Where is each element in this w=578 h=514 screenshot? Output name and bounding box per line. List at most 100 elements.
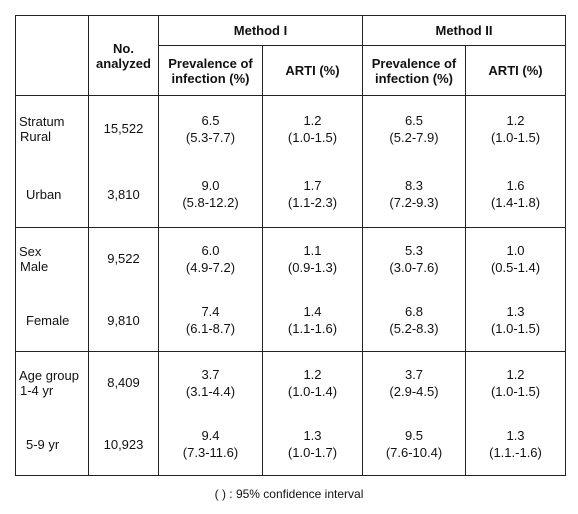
row-label-cell: Stratum Rural — [15, 95, 89, 162]
confidence-interval: (5.2-8.3) — [389, 321, 439, 337]
confidence-interval: (5.3-7.7) — [185, 129, 236, 145]
value-cell: 3.7 (3.1-4.4) — [158, 351, 263, 414]
row-label-cell: 5-9 yr — [15, 413, 89, 476]
value-cell: 5.3 (3.0-7.6) — [362, 227, 466, 290]
confidence-interval: (1.0-1.5) — [287, 129, 338, 145]
value-cell: 6.5 (5.2-7.9) — [362, 95, 466, 162]
estimate: 7.4 — [201, 304, 220, 320]
row-label-cell: Urban — [15, 161, 89, 228]
confidence-interval: (7.2-9.3) — [389, 195, 439, 211]
column-header: ARTI (%) — [262, 45, 363, 96]
row-label-cell: Age group 1-4 yr — [15, 351, 89, 414]
row-label: Urban — [26, 186, 62, 202]
estimate: 6.5 — [201, 112, 220, 128]
confidence-interval: (1.0-1.5) — [490, 129, 541, 145]
confidence-interval: (1.1-2.3) — [287, 195, 338, 211]
corner-cell — [15, 15, 89, 96]
estimate: 1.6 — [506, 178, 525, 194]
value-cell: 6.0 (4.9-7.2) — [158, 227, 263, 290]
table-wrap: No. analyzed Method I Method II Prevalence … — [15, 15, 567, 476]
value-cell: 7.4 (6.1-8.7) — [158, 289, 263, 352]
column-header: Prevalence of infection (%) — [158, 45, 263, 96]
row-group: Stratum Rural 15,522 6.5 (5.3-7.7) 1.2 (1.0-1.… — [15, 95, 566, 228]
confidence-interval: (1.0-1.7) — [287, 445, 338, 461]
estimate: 1.0 — [506, 242, 525, 258]
estimate: 1.2 — [303, 366, 322, 382]
estimate: 3.7 — [404, 366, 424, 382]
confidence-interval: (6.1-8.7) — [185, 321, 236, 337]
data-row: Stratum Rural 15,522 6.5 (5.3-7.7) 1.2 (1.0-1.… — [15, 95, 566, 162]
table: No. analyzed Method I Method II Prevalence … — [15, 15, 567, 476]
confidence-interval: (3.1-4.4) — [185, 383, 236, 399]
method-header: Method I — [158, 15, 363, 46]
value-cell: 1.2 (1.0-1.4) — [262, 351, 363, 414]
confidence-interval: (0.5-1.4) — [490, 259, 541, 275]
data-row: Urban 3,810 9.0 (5.8-12.2) 1.7 (1.1-2.3) 8.3 (7… — [15, 161, 566, 228]
n-cell: 10,923 — [88, 413, 159, 476]
value-cell: 9.0 (5.8-12.2) — [158, 161, 263, 228]
estimate: 9.4 — [201, 428, 220, 444]
method-header: Method II — [361, 15, 566, 46]
estimate: 1.2 — [506, 366, 525, 382]
confidence-interval: (7.6-10.4) — [385, 445, 443, 461]
n-cell: 9,810 — [88, 289, 159, 352]
row-label: 5-9 yr — [26, 436, 60, 452]
confidence-interval: (1.4-1.8) — [490, 195, 541, 211]
row-label-cell: Sex Male — [15, 227, 89, 290]
row-label: Male — [20, 258, 49, 274]
estimate: 6.0 — [201, 242, 220, 258]
value-cell: 1.4 (1.1-1.6) — [262, 289, 363, 352]
value-cell: 1.1 (0.9-1.3) — [262, 227, 363, 290]
estimate: 1.2 — [303, 112, 322, 128]
confidence-interval: (1.1.-1.6) — [489, 445, 542, 461]
estimate: 9.5 — [404, 428, 424, 444]
row-label: 1-4 yr — [20, 382, 54, 398]
header-row: No. analyzed Method I Method II — [15, 15, 566, 96]
value-cell: 6.8 (5.2-8.3) — [362, 289, 466, 352]
estimate: 1.4 — [303, 304, 322, 320]
confidence-interval: (0.9-1.3) — [287, 259, 338, 275]
value-cell: 1.3 (1.0-1.5) — [464, 289, 566, 352]
column-header: ARTI (%) — [464, 45, 566, 96]
confidence-interval: (5.2-7.9) — [389, 129, 439, 145]
column-header: No. analyzed — [88, 15, 159, 96]
confidence-interval: (1.0-1.4) — [287, 383, 338, 399]
confidence-interval: (1.0-1.5) — [490, 383, 541, 399]
estimate: 1.3 — [506, 304, 525, 320]
value-cell: 1.0 (0.5-1.4) — [464, 227, 566, 290]
n-cell: 8,409 — [88, 351, 159, 414]
footnote: ( ) : 95% confidence interval — [214, 487, 364, 501]
estimate: 9.0 — [201, 178, 220, 194]
group-label: Age group — [19, 367, 79, 383]
confidence-interval: (1.1-1.6) — [287, 321, 338, 337]
row-label: Rural — [20, 128, 52, 144]
value-cell: 1.2 (1.0-1.5) — [464, 351, 566, 414]
value-cell: 1.2 (1.0-1.5) — [464, 95, 566, 162]
row-label: Female — [26, 312, 70, 328]
column-header: Prevalence of infection (%) — [362, 45, 466, 96]
data-row: Female 9,810 7.4 (6.1-8.7) 1.4 (1.1-1.6) 6.8 (5… — [15, 289, 566, 352]
value-cell: 1.2 (1.0-1.5) — [262, 95, 363, 162]
confidence-interval: (3.0-7.6) — [389, 259, 439, 275]
estimate: 1.3 — [303, 428, 322, 444]
value-cell: 1.3 (1.0-1.7) — [262, 413, 363, 476]
value-cell: 1.3 (1.1.-1.6) — [464, 413, 566, 476]
value-cell: 3.7 (2.9-4.5) — [362, 351, 466, 414]
row-group: Age group 1-4 yr 8,409 3.7 (3.1-4.4) 1.2 (1.0-… — [15, 351, 566, 476]
value-cell: 9.4 (7.3-11.6) — [158, 413, 263, 476]
confidence-interval: (2.9-4.5) — [389, 383, 439, 399]
estimate: 1.2 — [506, 112, 525, 128]
estimate: 1.1 — [303, 242, 322, 258]
n-cell: 3,810 — [88, 161, 159, 228]
confidence-interval: (7.3-11.6) — [182, 445, 239, 461]
n-cell: 9,522 — [88, 227, 159, 290]
value-cell: 8.3 (7.2-9.3) — [362, 161, 466, 228]
estimate: 1.3 — [506, 428, 525, 444]
data-row: 5-9 yr 10,923 9.4 (7.3-11.6) 1.3 (1.0-1.7) 9.5… — [15, 413, 566, 476]
value-cell: 9.5 (7.6-10.4) — [362, 413, 466, 476]
value-cell: 1.7 (1.1-2.3) — [262, 161, 363, 228]
group-label: Sex — [19, 243, 42, 259]
value-cell: 1.6 (1.4-1.8) — [464, 161, 566, 228]
table-header: No. analyzed Method I Method II Prevalence … — [15, 15, 566, 96]
